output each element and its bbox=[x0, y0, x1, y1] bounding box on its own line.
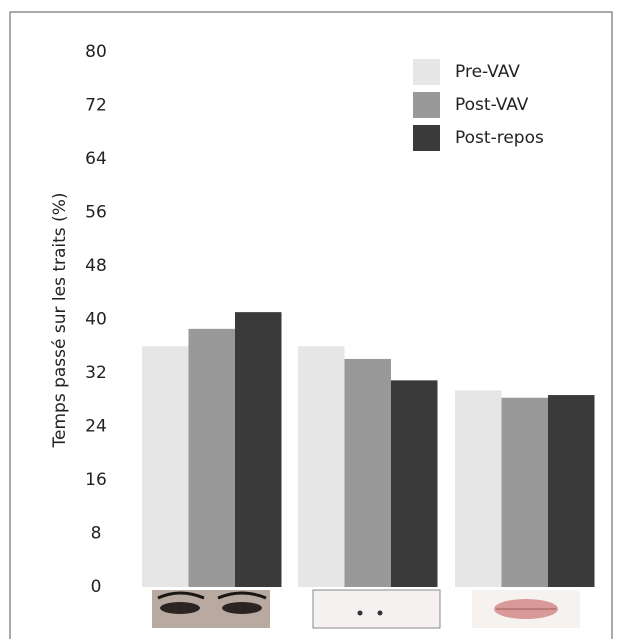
y-tick-label: 80 bbox=[85, 42, 107, 62]
y-tick-label: 40 bbox=[85, 310, 107, 330]
bar bbox=[235, 312, 282, 587]
bar bbox=[455, 390, 502, 587]
y-tick-label: 16 bbox=[85, 470, 107, 490]
y-tick-label: 64 bbox=[85, 149, 107, 169]
bar bbox=[345, 359, 392, 587]
bar bbox=[391, 380, 438, 587]
y-tick-label: 56 bbox=[85, 203, 107, 223]
feature-images bbox=[152, 590, 580, 628]
legend-label: Post-repos bbox=[455, 128, 544, 148]
y-tick-label: 8 bbox=[91, 524, 102, 544]
bar bbox=[189, 329, 236, 587]
legend-swatch bbox=[413, 92, 440, 118]
bar bbox=[298, 346, 345, 587]
y-tick-label: 32 bbox=[85, 363, 107, 383]
bar bbox=[502, 398, 549, 587]
y-tick-label: 0 bbox=[91, 577, 102, 597]
legend-label: Pre-VAV bbox=[455, 62, 520, 82]
y-axis-label: Temps passé sur les traits (%) bbox=[50, 193, 70, 449]
y-tick-label: 48 bbox=[85, 256, 107, 276]
legend-label: Post-VAV bbox=[455, 95, 529, 115]
y-tick-label: 24 bbox=[85, 417, 107, 437]
bar bbox=[548, 395, 595, 587]
legend-swatch bbox=[413, 125, 440, 151]
legend-swatch bbox=[413, 59, 440, 85]
bar bbox=[142, 346, 189, 587]
chart: Temps passé sur les traits (%) 0 8 16 24 32 4… bbox=[0, 0, 620, 639]
y-tick-label: 72 bbox=[85, 96, 107, 116]
